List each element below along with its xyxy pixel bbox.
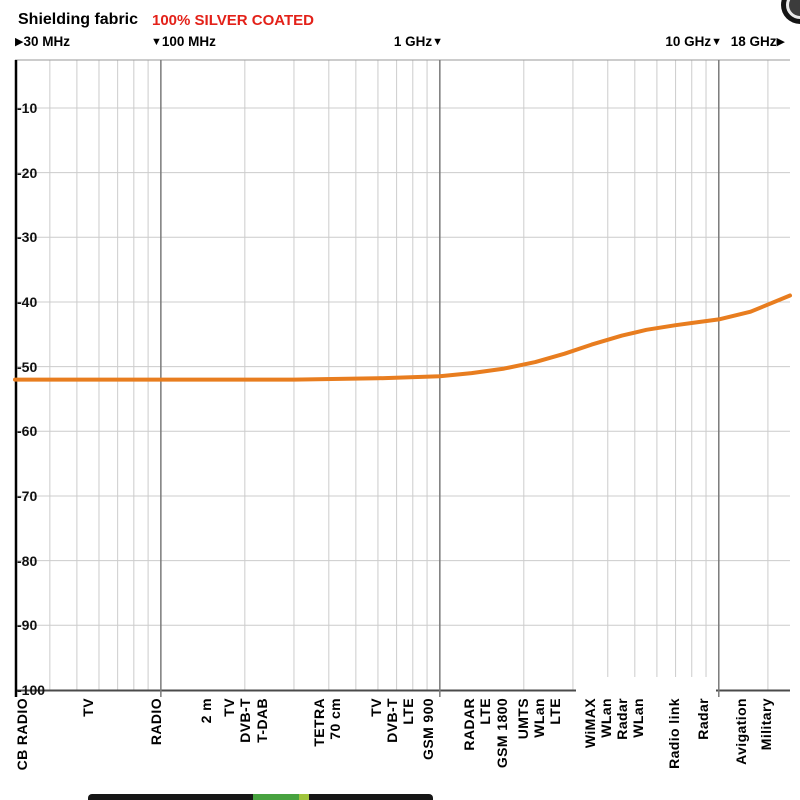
x-band-label: Avigation [733, 698, 749, 765]
x-band-label: LTE [400, 698, 416, 725]
y-axis-label: -90 [17, 617, 38, 634]
freq-label-text: 1 GHz [393, 34, 433, 49]
x-band-label: 2 m [198, 698, 214, 724]
x-band-label: WLan [531, 698, 547, 738]
x-band-label: Radar [614, 698, 630, 740]
freq-label-text: 10 GHz [665, 34, 712, 49]
x-band-label: WiMAX [582, 698, 598, 749]
freq-label-text: 30 MHz [23, 34, 70, 49]
x-band-label: DVB-T [384, 698, 400, 743]
y-axis-label: -60 [17, 423, 38, 440]
down-triangle-icon: ▼ [711, 36, 722, 48]
logo-badge-inner [786, 0, 800, 19]
x-band-label: DVB-T [237, 698, 253, 743]
y-axis-label: -20 [17, 164, 38, 181]
strip-olive-segment [299, 794, 309, 800]
x-band-label: GSM 900 [420, 698, 436, 760]
x-band-label: TV [221, 698, 237, 717]
x-band-label: TV [368, 698, 384, 717]
y-axis-label: -10 [17, 99, 38, 116]
y-axis-label: -100 [17, 681, 46, 698]
y-axis-label: -40 [17, 293, 38, 310]
x-band-label: UMTS [515, 698, 531, 740]
freq-label-100mhz: ▼100 MHz [151, 34, 216, 49]
x-band-label: GSM 1800 [494, 698, 510, 769]
attenuation-line [13, 293, 792, 382]
x-band-label: Radar [695, 698, 711, 740]
chart-subtitle: 100% SILVER COATED [152, 12, 314, 29]
freq-label-1ghz: 1 GHz▼ [394, 34, 443, 49]
cropped-bottom-strip [88, 794, 433, 800]
right-triangle-icon: ▶ [15, 36, 24, 48]
x-band-label: TETRA [311, 698, 327, 747]
freq-label-text: 18 GHz [730, 34, 777, 49]
x-band-label: T-DAB [254, 698, 270, 743]
y-axis-label: -50 [17, 358, 38, 375]
y-axis-label: -70 [17, 487, 38, 504]
x-band-label: Radio link [666, 698, 682, 769]
down-triangle-icon: ▼ [151, 36, 162, 48]
right-triangle-icon: ▶ [776, 36, 785, 48]
x-band-label: Military [758, 698, 774, 751]
white-cover-box [576, 677, 716, 697]
down-triangle-icon: ▼ [432, 36, 443, 48]
x-band-label: CB RADIO [14, 698, 30, 771]
freq-label-30mhz: ▶30 MHz [15, 34, 70, 49]
x-band-label: LTE [547, 698, 563, 725]
cropped-logo-badge [781, 0, 800, 24]
x-band-label: LTE [477, 698, 493, 725]
x-band-label: TV [80, 698, 96, 717]
freq-label-10ghz: 10 GHz▼ [665, 34, 722, 49]
x-band-label: 70 cm [327, 698, 343, 740]
y-axis-label: -30 [17, 229, 38, 246]
x-band-label: RADAR [461, 698, 477, 751]
page-title: Shielding fabric [18, 11, 139, 28]
x-band-label: WLan [598, 698, 614, 738]
x-band-label: RADIO [148, 698, 164, 746]
freq-label-text: 100 MHz [161, 34, 216, 49]
strip-green-segment [253, 794, 299, 800]
x-band-label: WLan [630, 698, 646, 738]
y-axis-label: -80 [17, 552, 38, 569]
freq-label-18ghz: 18 GHz▶ [731, 34, 785, 49]
